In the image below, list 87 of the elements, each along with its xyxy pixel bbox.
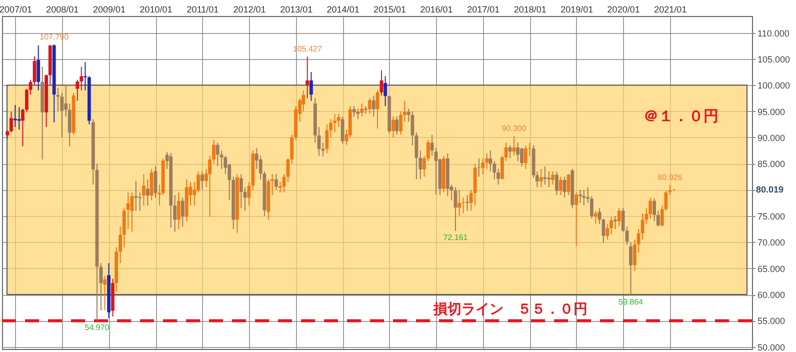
candlestick (384, 76, 388, 107)
candlestick (200, 171, 204, 190)
x-tick-label: 2009/01 (93, 4, 126, 14)
annotation: 105.427 (292, 44, 322, 54)
annotation: 72.161 (443, 232, 468, 242)
candlestick (368, 98, 372, 114)
y-tick-label: 70.000 (758, 238, 786, 248)
candlestick (488, 150, 492, 172)
x-tick-label: 2011/01 (186, 4, 219, 14)
candlestick (306, 56, 310, 99)
candlestick (36, 44, 40, 91)
candlestick (352, 106, 356, 118)
candlestick (274, 174, 278, 190)
candlestick (524, 144, 528, 170)
candlestick (539, 168, 543, 188)
candlestick (325, 124, 329, 154)
x-tick-label: 2015/01 (374, 4, 406, 14)
candlestick (559, 176, 562, 196)
x-tick-label: 2021/01 (654, 4, 687, 14)
candlestick (216, 142, 220, 167)
annotation: ＠１．０円 (643, 108, 718, 125)
candlestick (364, 106, 368, 114)
x-tick-label: 2016/01 (420, 4, 453, 14)
x-tick-label: 2014/01 (326, 4, 360, 14)
candlestick (555, 171, 558, 196)
candlestick (309, 72, 313, 102)
candlestick (356, 108, 360, 120)
candlestick (372, 95, 376, 118)
candlestick (239, 174, 243, 209)
candlestick (594, 210, 598, 224)
candlestick (395, 116, 399, 136)
candlestick (134, 180, 138, 212)
candlestick (103, 276, 107, 311)
annotation: 59.864 (618, 297, 644, 306)
candlestick (551, 171, 554, 186)
candlestick (466, 194, 469, 212)
x-tick-label: 2020/01 (607, 4, 640, 14)
x-tick-label: 2017/01 (467, 4, 500, 14)
candlestick (340, 116, 344, 144)
candlestick (481, 158, 485, 175)
candlestick (582, 189, 586, 206)
candlestick (602, 218, 606, 244)
candlestick (146, 178, 150, 206)
x-tick-label: 2018/01 (514, 4, 546, 14)
y-tick-label: 55.000 (758, 316, 786, 326)
y-tick-label: 60.000 (758, 290, 786, 300)
candlestick (76, 79, 80, 102)
candlestick (606, 223, 610, 240)
x-tick-label: 2012/01 (233, 4, 266, 14)
annotation: 90.300 (502, 124, 527, 133)
x-tick-label: 2019/01 (560, 4, 594, 14)
y-tick-label: 75.000 (758, 212, 786, 222)
x-tick-label: 2007/01 (0, 4, 32, 14)
candlestick (142, 174, 146, 206)
y-tick-label: 65.000 (758, 264, 786, 274)
candlestick (13, 104, 17, 128)
candlestick (640, 212, 644, 240)
candlestick (360, 102, 364, 118)
y-tick-label: 105.000 (758, 54, 790, 64)
candlestick (458, 189, 462, 217)
y-tick-label: 95.000 (758, 106, 786, 117)
x-tick-label: 2008/01 (46, 4, 79, 14)
candlestick (17, 106, 21, 130)
y-tick-label: 90.000 (758, 132, 786, 143)
x-tick-label: 2010/01 (140, 4, 172, 14)
ref-line-label: 損切ライン ５５．０円 (432, 300, 588, 317)
y-tick-label: 100.000 (758, 80, 790, 91)
candlestick (562, 176, 566, 198)
annotation: 54.970 (84, 322, 110, 332)
candlestick (130, 192, 134, 232)
y-tick-label: 110.000 (758, 28, 790, 38)
annotation: 107.790 (40, 32, 70, 42)
candlestick (176, 192, 180, 230)
candlestick (477, 158, 481, 178)
candlestick (574, 192, 578, 246)
candlestick (617, 208, 621, 227)
candlestick (629, 242, 632, 296)
candlestick (392, 116, 395, 138)
candlestick (578, 189, 582, 204)
x-tick-label: 2013/01 (280, 4, 313, 14)
y-tick-label: 50.000 (758, 342, 786, 352)
y-tick-label: 85.000 (758, 159, 786, 170)
candlestick (614, 216, 617, 230)
text: 80.019 (756, 184, 784, 195)
candlestick (180, 197, 184, 227)
annotation: 80.926 (658, 172, 683, 182)
candlestick (516, 142, 520, 162)
